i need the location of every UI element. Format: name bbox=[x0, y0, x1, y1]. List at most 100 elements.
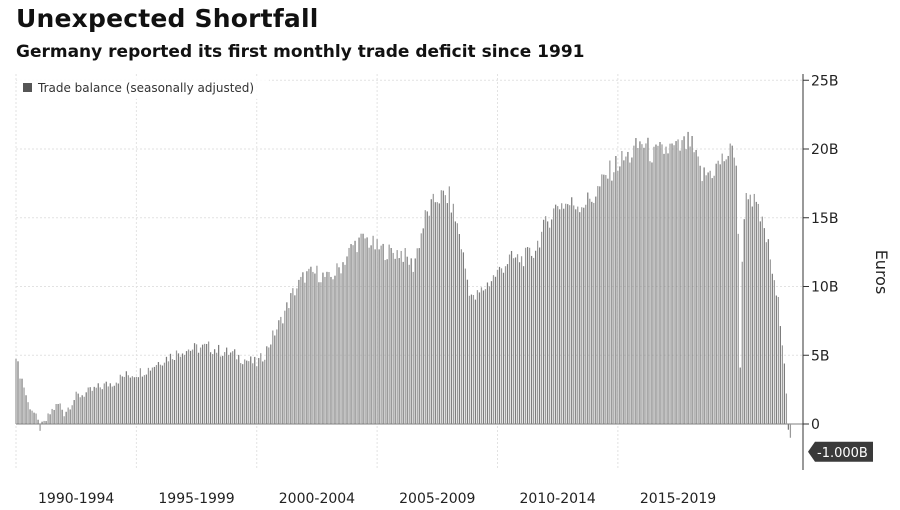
bar bbox=[115, 382, 117, 424]
bar bbox=[530, 255, 533, 424]
bar bbox=[777, 296, 779, 424]
bar bbox=[438, 203, 440, 424]
bar bbox=[270, 344, 272, 424]
bar bbox=[55, 404, 57, 424]
bar bbox=[336, 263, 338, 424]
bar bbox=[262, 361, 264, 424]
bar bbox=[659, 142, 661, 424]
x-tick-label: 1995-1999 bbox=[158, 491, 234, 507]
bar bbox=[183, 354, 186, 424]
bar bbox=[737, 233, 739, 424]
bar bbox=[426, 211, 428, 424]
bar bbox=[516, 254, 519, 424]
bar bbox=[290, 293, 292, 424]
bar bbox=[216, 352, 218, 424]
y-tick-label: 15B bbox=[811, 211, 838, 227]
bar bbox=[17, 361, 19, 424]
bar bbox=[657, 145, 659, 424]
bar bbox=[486, 282, 489, 424]
bar bbox=[617, 170, 619, 424]
bar bbox=[785, 393, 788, 424]
bar bbox=[175, 350, 178, 424]
bar bbox=[693, 152, 695, 424]
bar bbox=[466, 279, 469, 424]
bar bbox=[496, 269, 499, 424]
bar bbox=[573, 205, 575, 424]
bar bbox=[350, 244, 352, 424]
bar bbox=[181, 353, 184, 424]
bar bbox=[117, 383, 119, 424]
bar bbox=[444, 195, 446, 424]
bar bbox=[276, 329, 278, 424]
bar bbox=[647, 137, 649, 424]
bar bbox=[390, 248, 392, 424]
y-ticks: 0 5B 10B 15B 20B 25B bbox=[803, 73, 838, 433]
bar bbox=[111, 386, 113, 424]
bar bbox=[749, 194, 751, 424]
bar bbox=[601, 174, 603, 424]
bar bbox=[57, 403, 59, 424]
bar bbox=[211, 354, 214, 424]
bar bbox=[306, 271, 308, 424]
bar bbox=[468, 295, 471, 424]
bar bbox=[671, 143, 673, 424]
bar bbox=[197, 352, 200, 424]
bar bbox=[615, 156, 617, 424]
bar bbox=[300, 276, 302, 424]
bar bbox=[775, 295, 777, 424]
bar bbox=[464, 268, 467, 424]
bar bbox=[246, 360, 248, 424]
bar bbox=[563, 208, 565, 424]
bar bbox=[105, 381, 107, 424]
bar bbox=[611, 180, 613, 424]
bar bbox=[627, 151, 629, 424]
bar bbox=[520, 256, 523, 424]
bar bbox=[597, 186, 599, 424]
bar bbox=[266, 346, 268, 424]
bar bbox=[404, 248, 406, 424]
bar bbox=[47, 413, 49, 424]
legend-series-name: Trade balance (seasonally adjusted) bbox=[37, 81, 254, 95]
bar bbox=[73, 400, 75, 424]
bar bbox=[324, 276, 326, 424]
bar bbox=[280, 316, 282, 424]
bar bbox=[502, 272, 505, 424]
bars bbox=[15, 131, 792, 438]
bar bbox=[35, 413, 37, 424]
bar bbox=[432, 193, 434, 424]
bar bbox=[268, 347, 270, 424]
bar bbox=[310, 266, 312, 424]
bar bbox=[362, 233, 364, 424]
bar bbox=[171, 359, 174, 424]
bar bbox=[308, 268, 310, 424]
bar bbox=[655, 144, 657, 424]
bar bbox=[386, 259, 388, 424]
bar bbox=[45, 421, 47, 424]
bar bbox=[27, 402, 29, 424]
bar bbox=[759, 221, 761, 424]
bar bbox=[153, 366, 156, 424]
bar bbox=[609, 160, 611, 424]
bar bbox=[101, 389, 103, 424]
bar bbox=[65, 411, 67, 424]
bar bbox=[769, 259, 771, 424]
bar bbox=[645, 143, 647, 424]
bar bbox=[364, 238, 366, 424]
bar bbox=[717, 160, 719, 425]
bar bbox=[394, 258, 396, 424]
bar bbox=[649, 161, 651, 424]
bar bbox=[695, 150, 697, 424]
bar bbox=[155, 365, 158, 424]
bar bbox=[711, 178, 713, 424]
bar bbox=[434, 202, 436, 424]
bar bbox=[462, 252, 465, 424]
bar bbox=[320, 282, 322, 424]
bar bbox=[125, 371, 127, 424]
bar bbox=[567, 204, 569, 424]
bar bbox=[539, 247, 541, 424]
bar bbox=[352, 245, 354, 424]
bar bbox=[522, 266, 525, 424]
bar bbox=[547, 221, 549, 424]
bar bbox=[541, 231, 543, 424]
